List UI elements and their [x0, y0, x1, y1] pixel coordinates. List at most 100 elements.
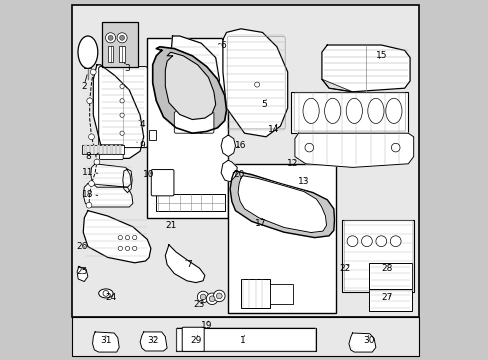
Text: 18: 18	[82, 190, 94, 199]
Text: 25: 25	[76, 267, 87, 276]
Circle shape	[120, 84, 124, 89]
Polygon shape	[230, 171, 334, 238]
Circle shape	[193, 87, 199, 93]
Circle shape	[87, 98, 92, 104]
Circle shape	[108, 35, 113, 40]
Text: 30: 30	[362, 336, 374, 345]
Bar	[368, 263, 411, 290]
Circle shape	[90, 69, 96, 75]
Bar	[110, 145, 113, 154]
Ellipse shape	[367, 98, 383, 123]
Polygon shape	[165, 245, 204, 283]
Polygon shape	[348, 333, 375, 352]
Text: 7: 7	[185, 260, 191, 269]
Text: 14: 14	[267, 125, 279, 134]
Polygon shape	[92, 332, 119, 352]
Bar	[147, 38, 228, 218]
Ellipse shape	[303, 98, 319, 123]
Text: 17: 17	[254, 219, 266, 228]
Circle shape	[103, 291, 108, 296]
Circle shape	[200, 294, 205, 300]
Text: 24: 24	[105, 292, 117, 302]
Bar	[88, 145, 91, 154]
Polygon shape	[223, 29, 287, 137]
Text: 9: 9	[139, 141, 144, 150]
Bar	[102, 145, 104, 154]
FancyBboxPatch shape	[99, 67, 147, 148]
Text: 15: 15	[375, 51, 386, 60]
Bar	[149, 130, 156, 140]
Bar	[84, 145, 87, 154]
Bar	[119, 46, 125, 62]
Bar	[241, 279, 269, 308]
Circle shape	[120, 99, 124, 103]
Circle shape	[213, 290, 224, 302]
Circle shape	[125, 235, 129, 240]
Text: 16: 16	[235, 141, 246, 150]
Circle shape	[120, 113, 124, 117]
Circle shape	[346, 236, 357, 247]
Polygon shape	[152, 47, 226, 133]
Bar	[156, 194, 224, 211]
FancyBboxPatch shape	[182, 327, 204, 351]
Bar	[93, 145, 95, 154]
Text: 32: 32	[147, 336, 158, 345]
Bar	[114, 145, 117, 154]
Text: 11: 11	[82, 168, 94, 177]
Polygon shape	[140, 332, 167, 351]
Polygon shape	[77, 266, 88, 282]
Text: 27: 27	[380, 292, 391, 302]
Circle shape	[375, 236, 386, 247]
Text: 4: 4	[139, 120, 144, 129]
Bar	[228, 164, 336, 313]
Circle shape	[117, 33, 127, 43]
Text: 3: 3	[124, 64, 130, 73]
Text: 20: 20	[233, 170, 244, 179]
Bar	[269, 284, 292, 304]
FancyBboxPatch shape	[174, 112, 213, 133]
Polygon shape	[91, 164, 131, 187]
Bar	[97, 145, 100, 154]
Bar	[291, 92, 407, 133]
Circle shape	[389, 236, 400, 247]
Ellipse shape	[99, 289, 113, 298]
Polygon shape	[321, 79, 352, 92]
Text: 22: 22	[339, 264, 350, 273]
Polygon shape	[83, 211, 151, 263]
Text: 1: 1	[239, 336, 245, 345]
Polygon shape	[294, 133, 413, 167]
Circle shape	[88, 181, 94, 186]
Circle shape	[105, 33, 115, 43]
Circle shape	[86, 202, 92, 208]
Bar	[72, 317, 418, 356]
Polygon shape	[83, 184, 133, 207]
Circle shape	[88, 134, 94, 140]
Circle shape	[216, 293, 222, 299]
Circle shape	[361, 236, 371, 247]
Text: 5: 5	[261, 100, 266, 109]
Text: 23: 23	[193, 300, 205, 309]
FancyBboxPatch shape	[99, 145, 123, 159]
Bar	[72, 5, 418, 317]
Text: 28: 28	[380, 264, 391, 273]
Circle shape	[120, 131, 124, 135]
Polygon shape	[321, 45, 409, 92]
Bar	[102, 22, 138, 67]
Polygon shape	[122, 169, 132, 193]
Circle shape	[118, 235, 122, 240]
Circle shape	[125, 246, 129, 251]
Bar	[368, 289, 411, 311]
Circle shape	[132, 235, 137, 240]
Bar	[107, 46, 113, 62]
Circle shape	[390, 143, 399, 152]
Bar	[82, 145, 123, 154]
Bar	[176, 328, 316, 351]
Circle shape	[120, 35, 124, 40]
Circle shape	[305, 143, 313, 152]
Bar	[341, 220, 413, 292]
Text: 8: 8	[85, 152, 91, 161]
Ellipse shape	[78, 36, 98, 68]
Text: 12: 12	[287, 159, 298, 168]
Circle shape	[132, 246, 137, 251]
Bar	[119, 145, 121, 154]
